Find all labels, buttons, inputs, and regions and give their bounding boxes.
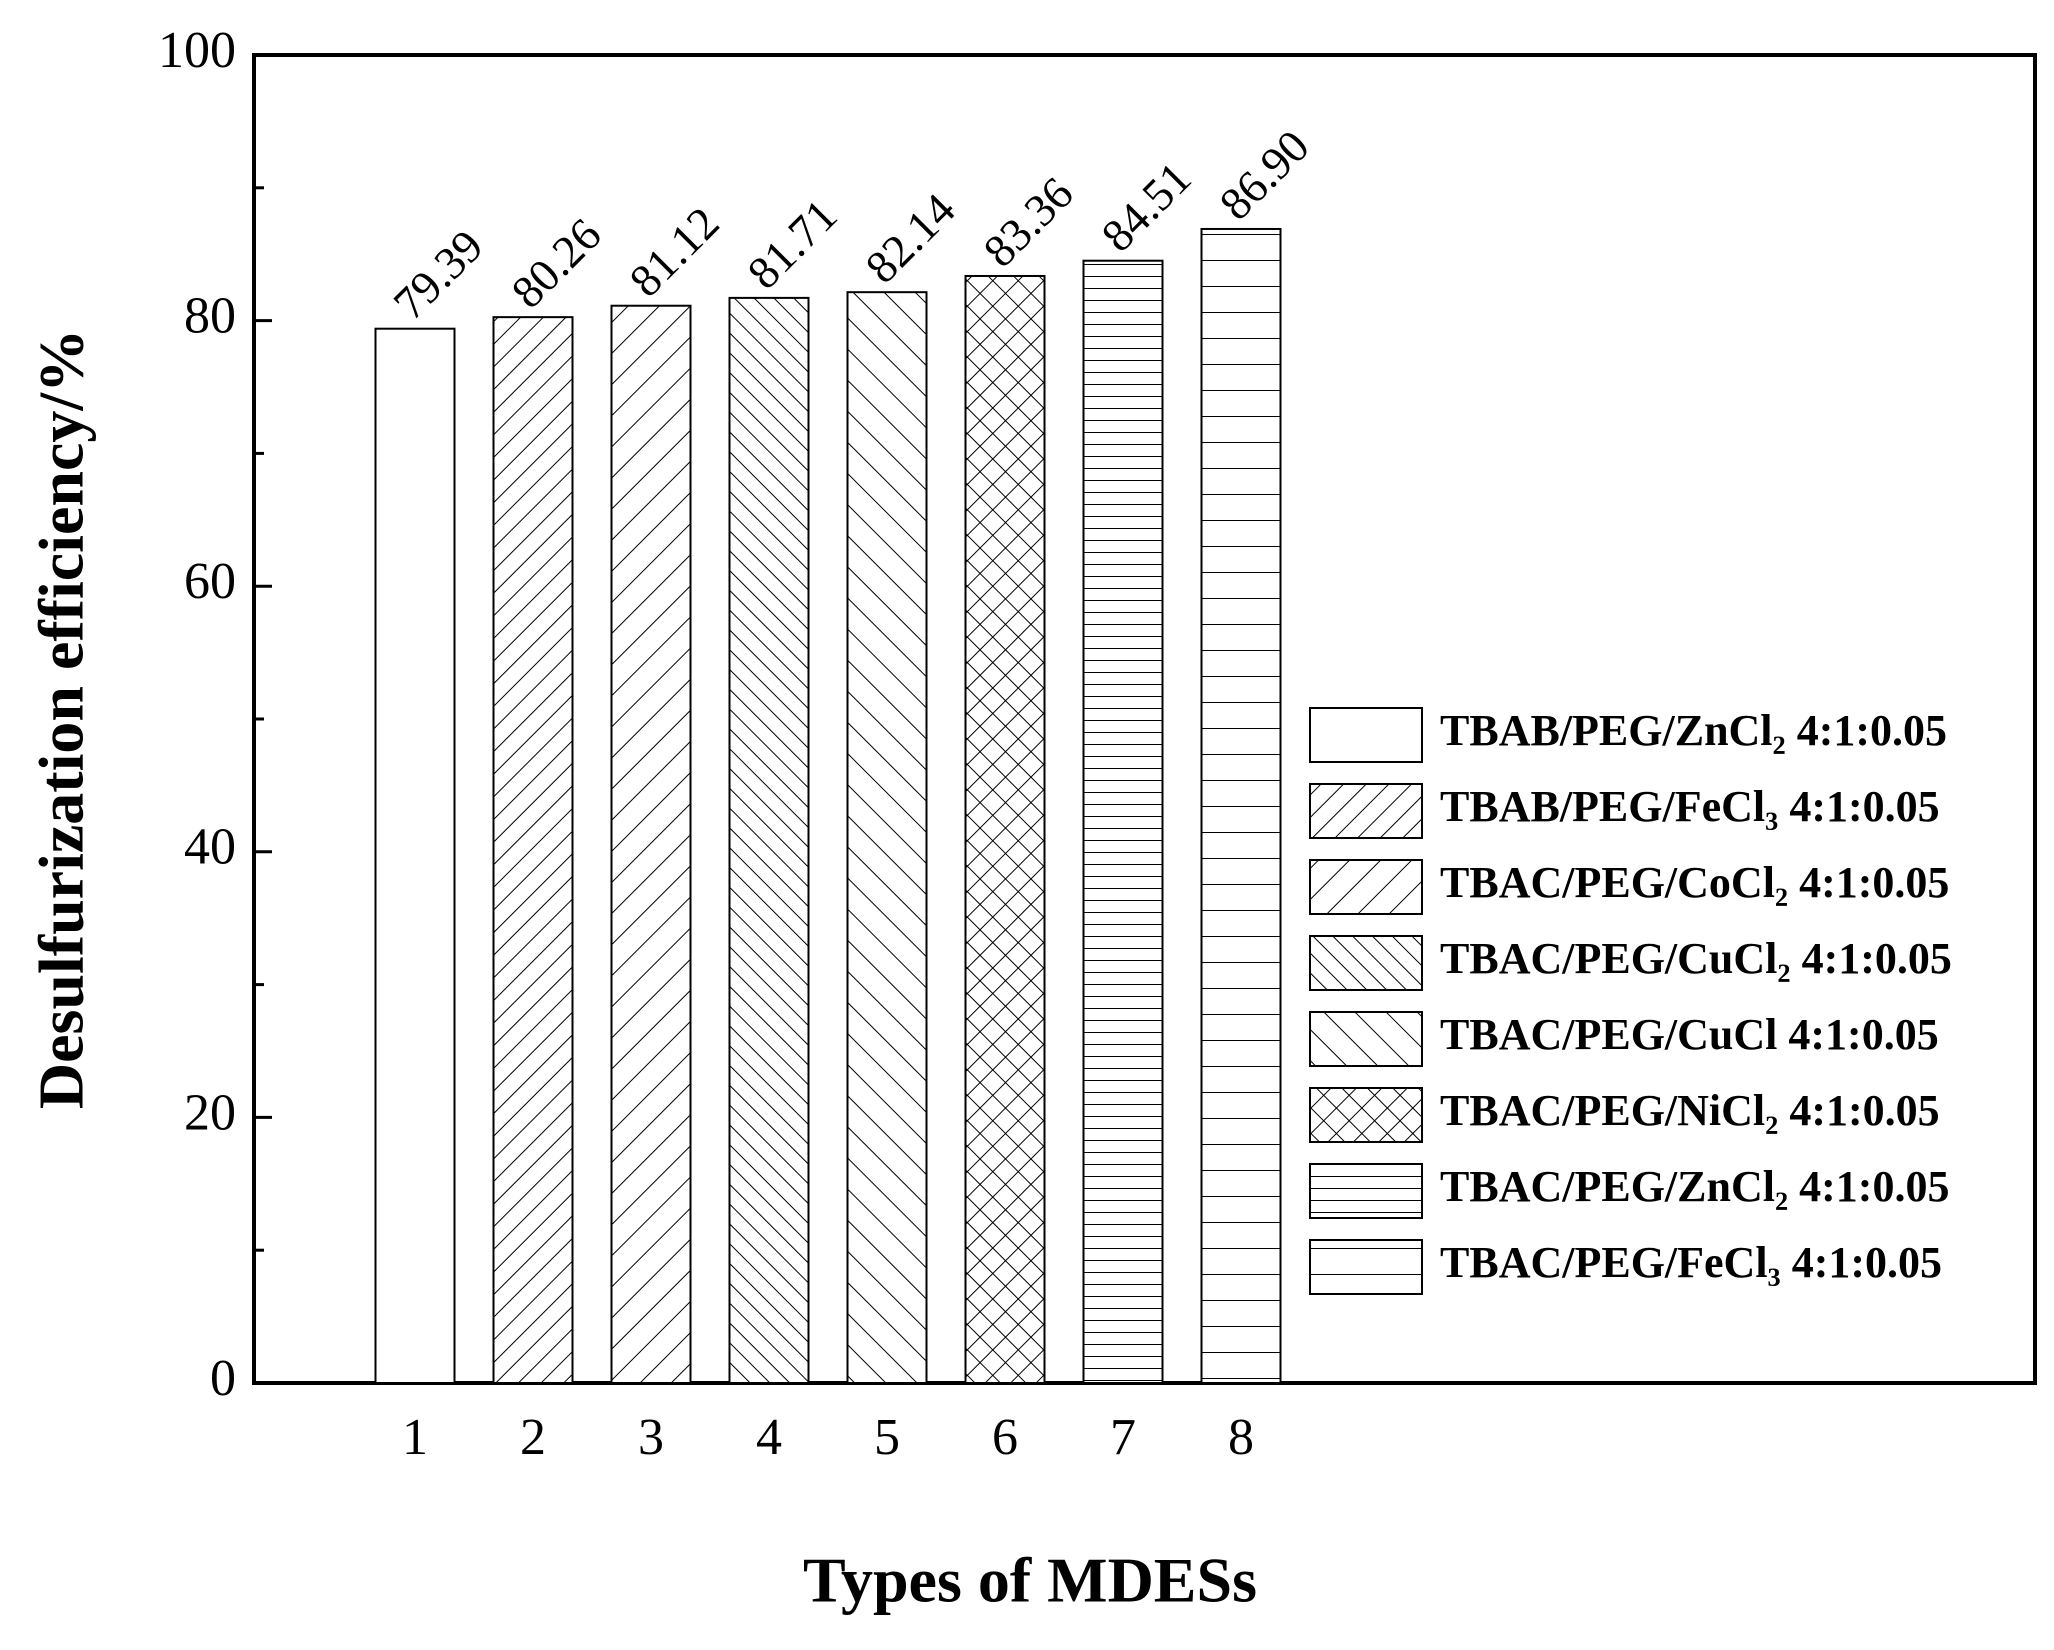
- x-axis-title: Types of MDESs: [803, 1545, 1257, 1616]
- x-tick-label: 5: [874, 1409, 900, 1466]
- legend-swatch: [1309, 935, 1423, 991]
- y-tick-label: 80: [184, 288, 236, 345]
- bar: [492, 316, 574, 1384]
- bar: [610, 304, 692, 1384]
- x-tick-label: 2: [520, 1409, 546, 1466]
- bar: [1082, 259, 1164, 1385]
- y-tick-label: 100: [158, 22, 236, 79]
- legend-label: TBAB/PEG/ZnCl₂ 4:1:0.05: [1440, 706, 1947, 755]
- legend-label: TBAC/PEG/CuCl 4:1:0.05: [1440, 1010, 1939, 1059]
- legend-swatch: [1309, 1011, 1423, 1067]
- legend-swatch: [1309, 783, 1423, 839]
- bar: [374, 327, 456, 1384]
- legend-swatch: [1309, 1163, 1423, 1219]
- legend-label: TBAC/PEG/FeCl₃ 4:1:0.05: [1440, 1238, 1942, 1287]
- legend-label: TBAC/PEG/ZnCl₂ 4:1:0.05: [1440, 1162, 1949, 1211]
- y-axis-title: Desulfurization efficiency/%: [26, 329, 97, 1109]
- value-label: 81.12: [619, 197, 728, 306]
- bar: [964, 274, 1046, 1384]
- value-label: 79.39: [383, 220, 492, 329]
- legend-label: TBAC/PEG/CuCl₂ 4:1:0.05: [1440, 934, 1952, 983]
- bar: [846, 291, 928, 1384]
- x-tick-label: 3: [638, 1409, 664, 1466]
- y-tick-label: 20: [184, 1084, 236, 1141]
- value-label: 80.26: [501, 208, 610, 317]
- y-tick-label: 40: [184, 819, 236, 876]
- x-tick-label: 8: [1228, 1409, 1254, 1466]
- legend-label: TBAC/PEG/NiCl₂ 4:1:0.05: [1440, 1086, 1940, 1135]
- legend-label: TBAC/PEG/CoCl₂ 4:1:0.05: [1440, 858, 1949, 907]
- value-label: 81.71: [737, 189, 846, 298]
- value-label: 86.90: [1209, 120, 1318, 229]
- x-tick-label: 7: [1110, 1409, 1136, 1466]
- value-label: 82.14: [855, 183, 964, 292]
- value-label: 84.51: [1091, 152, 1200, 261]
- value-label: 83.36: [973, 167, 1082, 276]
- x-tick-label: 4: [756, 1409, 782, 1466]
- x-tick-label: 1: [402, 1409, 428, 1466]
- legend-swatch: [1309, 1239, 1423, 1295]
- legend-label: TBAB/PEG/FeCl₃ 4:1:0.05: [1440, 782, 1940, 831]
- legend-swatch: [1309, 859, 1423, 915]
- y-tick-label: 0: [210, 1350, 236, 1407]
- bar: [728, 296, 810, 1384]
- legend-swatch: [1309, 707, 1423, 763]
- x-tick-label: 6: [992, 1409, 1018, 1466]
- y-tick-label: 60: [184, 553, 236, 610]
- legend-swatch: [1309, 1087, 1423, 1143]
- bar: [1200, 227, 1282, 1384]
